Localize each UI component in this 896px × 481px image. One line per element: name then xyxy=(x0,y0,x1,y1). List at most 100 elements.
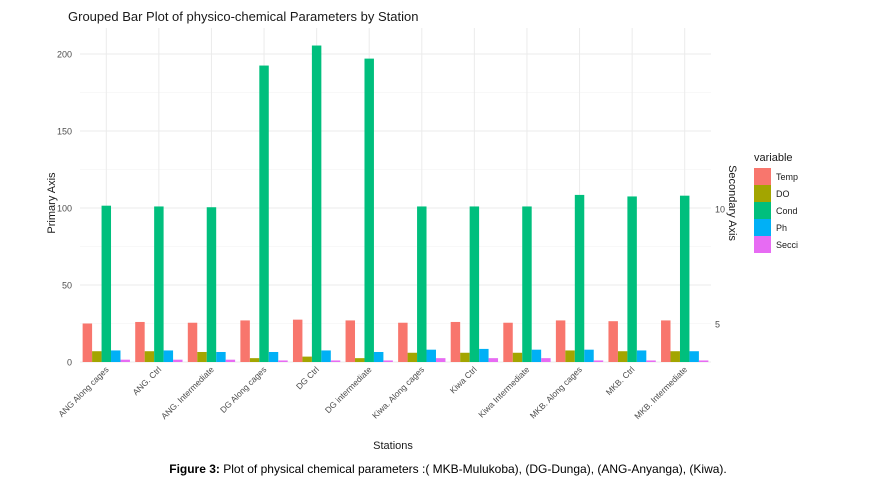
legend-key-temp xyxy=(754,168,771,185)
bar-secci xyxy=(646,360,656,362)
x-tick-label: MKB. Along cages xyxy=(528,364,584,420)
bar-do xyxy=(197,351,207,362)
y-axis-label: Primary Axis xyxy=(46,172,58,234)
legend-label: Cond xyxy=(776,206,798,216)
bar-secci xyxy=(435,358,446,362)
bar-temp xyxy=(345,320,356,362)
bar-cond xyxy=(101,205,112,362)
bar-do xyxy=(249,358,260,362)
bar-cond xyxy=(679,195,690,362)
bar-cond xyxy=(627,196,637,362)
bar-temp xyxy=(450,321,461,362)
bar-cond xyxy=(574,194,585,362)
x-tick-label: DG intermediate xyxy=(323,364,374,415)
bar-ph xyxy=(426,349,436,362)
bar-temp xyxy=(292,319,303,362)
legend-key-do xyxy=(754,185,771,202)
bar-temp xyxy=(187,322,198,362)
legend-label: DO xyxy=(776,189,790,199)
y-tick-label: 100 xyxy=(57,204,72,214)
bar-temp xyxy=(82,323,93,362)
bar-cond xyxy=(154,206,164,362)
bar-secci xyxy=(488,358,499,362)
x-axis-label: Stations xyxy=(373,440,413,452)
chart-title: Grouped Bar Plot of physico-chemical Par… xyxy=(68,9,418,24)
bar-do xyxy=(565,350,575,362)
legend-title: variable xyxy=(754,152,793,164)
bar-cond xyxy=(206,207,217,362)
x-tick-label: ANG. Ctrl xyxy=(130,364,163,397)
y-tick-label: 200 xyxy=(57,50,72,60)
x-tick-label: MKB. Intermediate xyxy=(632,364,689,421)
x-tick-label: ANG Along cages xyxy=(56,364,111,419)
bar-do xyxy=(617,351,628,362)
bar-do xyxy=(92,351,102,362)
bar-ph xyxy=(689,351,699,362)
bar-temp xyxy=(240,320,250,362)
x-tick-label: ANG. Intermediate xyxy=(159,364,216,421)
secondary-y-tick-label: 5 xyxy=(715,320,720,330)
bar-temp xyxy=(555,320,566,362)
bar-temp xyxy=(608,321,618,362)
bar-ph xyxy=(373,351,384,362)
bar-ph xyxy=(111,350,121,362)
bar-ph xyxy=(216,351,226,362)
legend-label: Ph xyxy=(776,223,787,233)
grouped-bar-chart: Grouped Bar Plot of physico-chemical Par… xyxy=(46,9,798,452)
x-tick-label: Kiwa Ctrl xyxy=(448,364,479,395)
legend-label: Temp xyxy=(776,172,798,182)
x-tick-label: MKB. Ctrl xyxy=(604,364,637,397)
bar-secci xyxy=(173,359,183,362)
y-tick-label: 0 xyxy=(67,358,72,368)
legend: variable Temp DO Cond Ph Secci xyxy=(754,152,798,253)
bar-secci xyxy=(593,360,604,362)
bar-do xyxy=(512,352,523,362)
bars xyxy=(82,45,709,363)
y-tick-label: 50 xyxy=(62,281,72,291)
legend-key-secci xyxy=(754,236,771,253)
bar-cond xyxy=(259,65,269,363)
bar-do xyxy=(460,352,470,362)
bar-cond xyxy=(469,206,480,362)
bar-secci xyxy=(698,360,709,362)
bar-ph xyxy=(584,349,594,362)
bar-do xyxy=(302,356,312,362)
bar-secci xyxy=(225,359,236,362)
bar-ph xyxy=(321,350,331,362)
legend-key-cond xyxy=(754,202,771,219)
secondary-y-axis-label: Secondary Axis xyxy=(726,165,738,241)
x-tick-label: Kiwa. Along cages xyxy=(370,364,426,420)
bar-temp xyxy=(503,322,513,362)
bar-temp xyxy=(398,322,408,362)
grid-lines xyxy=(80,28,711,363)
y-tick-label: 150 xyxy=(57,127,72,137)
bar-temp xyxy=(135,321,145,362)
bar-cond xyxy=(364,58,374,363)
legend-key-ph xyxy=(754,219,771,236)
bar-secci xyxy=(330,360,341,362)
x-tick-label: Kiwa Intermediate xyxy=(476,364,531,419)
x-tick-label: DG Ctrl xyxy=(294,364,321,391)
x-tick-label: DG Along cages xyxy=(218,364,269,415)
bar-ph xyxy=(636,350,647,362)
bar-ph xyxy=(268,351,279,362)
bar-secci xyxy=(278,360,288,362)
bar-cond xyxy=(311,45,322,362)
figure-caption: Figure 3: Plot of physical chemical para… xyxy=(0,462,896,476)
bar-cond xyxy=(417,206,427,362)
bar-ph xyxy=(479,348,489,362)
bar-do xyxy=(407,352,418,362)
caption-label: Figure 3: xyxy=(169,462,220,476)
bar-secci xyxy=(383,360,393,362)
bar-ph xyxy=(531,349,542,362)
bar-ph xyxy=(163,350,174,362)
bar-do xyxy=(670,351,680,362)
caption-text: Plot of physical chemical parameters :( … xyxy=(219,462,727,476)
bar-do xyxy=(355,358,365,362)
legend-label: Secci xyxy=(776,240,798,250)
bar-secci xyxy=(541,358,551,362)
bar-cond xyxy=(522,206,532,362)
bar-secci xyxy=(120,359,130,362)
bar-temp xyxy=(661,320,671,362)
secondary-y-tick-label: 10 xyxy=(715,205,725,215)
